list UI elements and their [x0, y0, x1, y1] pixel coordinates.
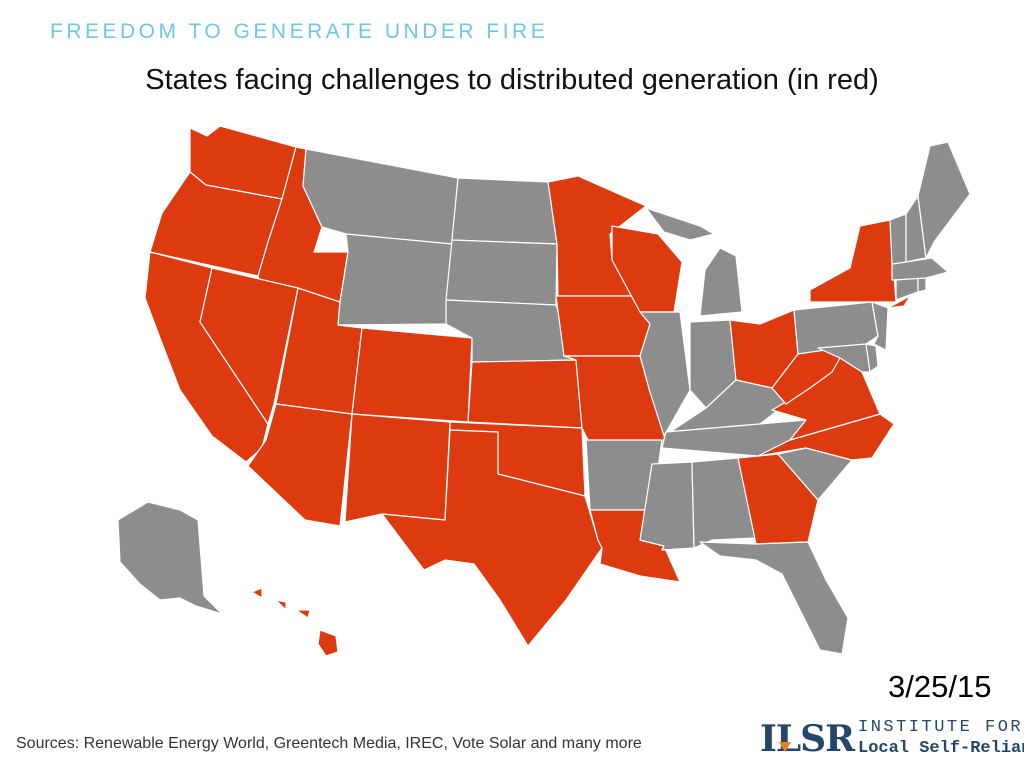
state-pa — [793, 301, 879, 355]
page-title: States facing challenges to distributed … — [145, 64, 879, 96]
ilsr-logo: ILSR INSTITUTE FOR Local Self-Reliance — [760, 716, 1024, 764]
state-me — [917, 141, 971, 259]
state-md — [817, 343, 871, 373]
state-nv — [199, 267, 299, 425]
state-ma — [891, 257, 949, 281]
state-nm — [344, 413, 451, 523]
state-nj — [871, 301, 889, 351]
state-ri — [917, 277, 927, 293]
state-mt — [302, 148, 459, 245]
state-nd — [451, 177, 558, 245]
state-ct — [895, 277, 919, 301]
state-ks — [467, 359, 583, 429]
sources-note: Sources: Renewable Energy World, Greente… — [16, 735, 642, 752]
state-ga — [737, 453, 819, 545]
state-tx — [381, 429, 603, 647]
date-stamp: 3/25/15 — [888, 669, 992, 704]
state-nc — [757, 413, 895, 461]
state-vt — [889, 213, 907, 265]
logo-line-2: Local Self-Reliance — [858, 739, 1024, 758]
state-wy — [337, 233, 453, 326]
state-ak — [117, 501, 223, 615]
state-id — [257, 146, 349, 303]
state-fl — [699, 541, 849, 655]
logo-mark: ILSR — [760, 718, 855, 760]
state-sd — [445, 239, 558, 306]
state-mi — [645, 207, 743, 317]
state-hi — [251, 587, 339, 657]
logo-triangle-icon — [779, 742, 791, 752]
state-il — [639, 311, 691, 437]
state-al — [691, 457, 757, 549]
logo-line-1: INSTITUTE FOR — [858, 718, 1024, 737]
state-de — [865, 343, 879, 373]
state-co — [351, 327, 473, 423]
kicker-headline: FREEDOM TO GENERATE UNDER FIRE — [50, 20, 549, 43]
